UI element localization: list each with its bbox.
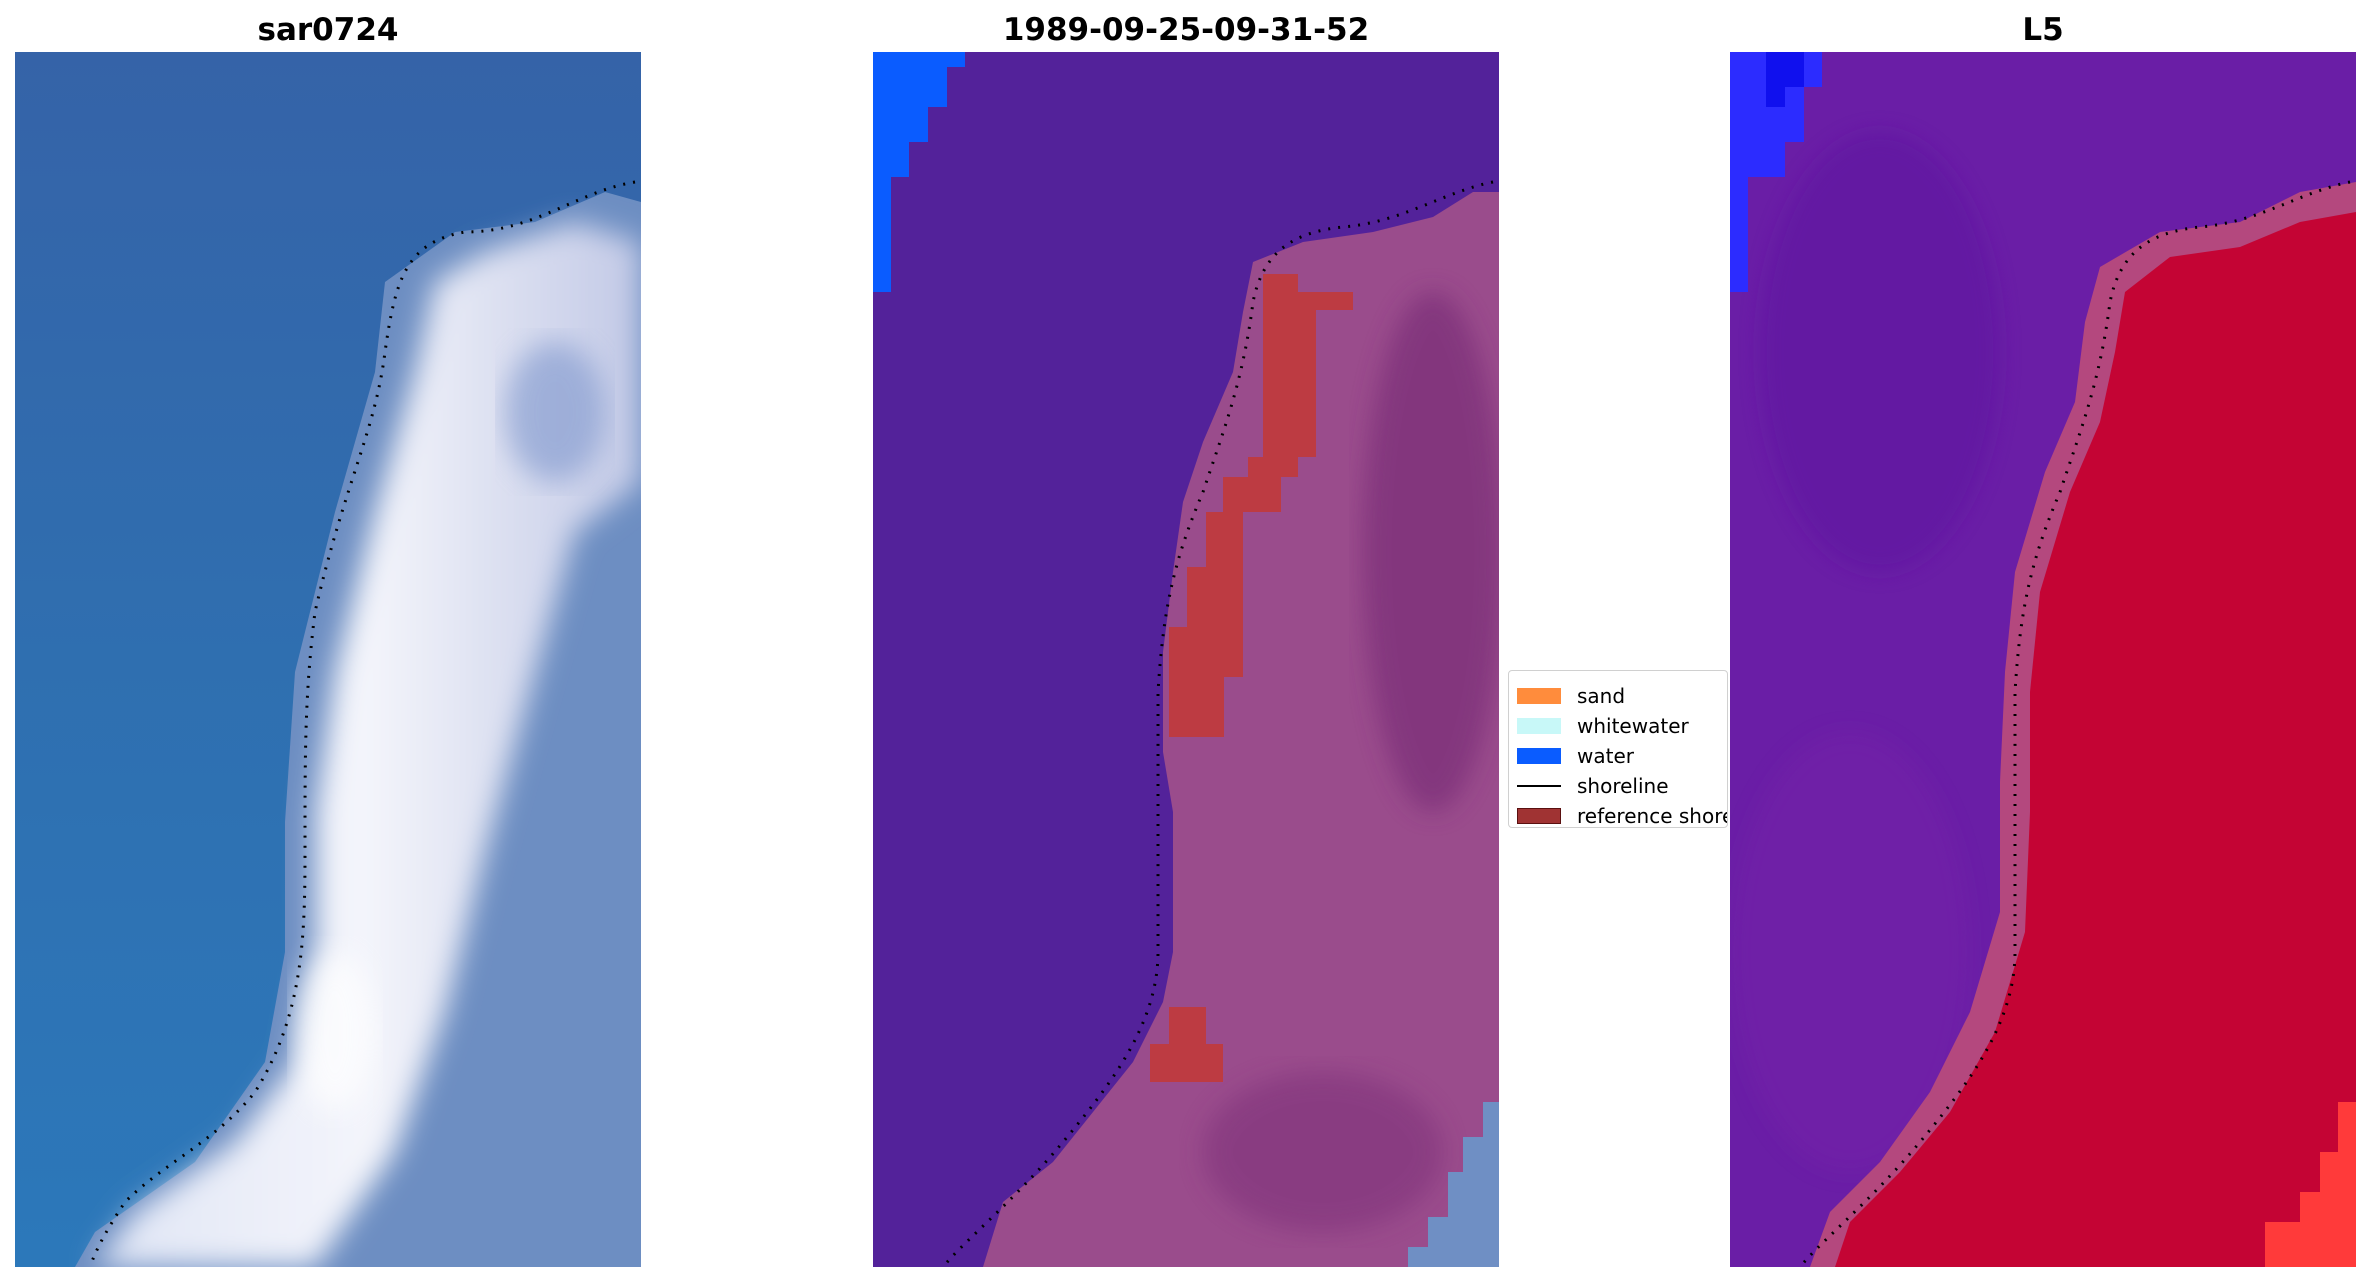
shadow-patch — [505, 342, 605, 482]
legend-item-water: water — [1517, 741, 1634, 771]
classified-image — [873, 52, 1499, 1267]
legend-swatch-whitewater — [1517, 718, 1561, 734]
land-shadow — [1203, 1072, 1443, 1232]
land-area — [1835, 212, 2356, 1267]
legend-label: whitewater — [1577, 714, 1689, 738]
legend-item-shoreline: shoreline — [1517, 771, 1669, 801]
deep-water-class — [873, 52, 965, 292]
deep-blue-area — [1730, 52, 1822, 292]
legend: sand whitewater water shoreline referenc… — [1508, 670, 1728, 828]
water-variation — [1730, 732, 1970, 1172]
shoreline — [941, 180, 1494, 1267]
rgb-image — [15, 52, 641, 1267]
bright-red-area — [2265, 1102, 2356, 1267]
false-color-image — [1730, 52, 2356, 1267]
reference-shoreline-class — [1169, 274, 1353, 737]
deep-blue-core — [1766, 52, 1804, 107]
reference-shoreline-class — [1150, 1007, 1223, 1082]
legend-item-sand: sand — [1517, 681, 1625, 711]
legend-label: water — [1577, 744, 1634, 768]
false-color-image-panel — [1730, 52, 2356, 1267]
classified-image-panel — [873, 52, 1499, 1267]
legend-label: reference shoreline — [1577, 804, 1727, 828]
panel-title-2: 1989-09-25-09-31-52 — [1002, 12, 1370, 48]
legend-label: shoreline — [1577, 774, 1669, 798]
shoreline — [88, 180, 636, 1267]
panel-title-1: sar0724 — [257, 12, 399, 48]
legend-label: sand — [1577, 684, 1626, 708]
panel-title-3: L5 — [2022, 12, 2064, 48]
rgb-image-panel — [15, 52, 641, 1267]
legend-item-reference-shoreline: reference shoreline — [1517, 801, 1727, 828]
legend-swatch-reference-shoreline — [1517, 808, 1561, 824]
shoreline — [1798, 180, 2351, 1267]
light-blue-class — [1408, 1102, 1499, 1267]
legend-swatch-water — [1517, 748, 1561, 764]
sand-strip — [95, 222, 641, 1267]
bright-patch — [295, 952, 375, 1112]
legend-line-shoreline — [1517, 785, 1561, 787]
legend-swatch-sand — [1517, 688, 1561, 704]
legend-item-whitewater: whitewater — [1517, 711, 1689, 741]
land-shadow — [1363, 292, 1499, 812]
water-variation — [1760, 132, 2000, 572]
